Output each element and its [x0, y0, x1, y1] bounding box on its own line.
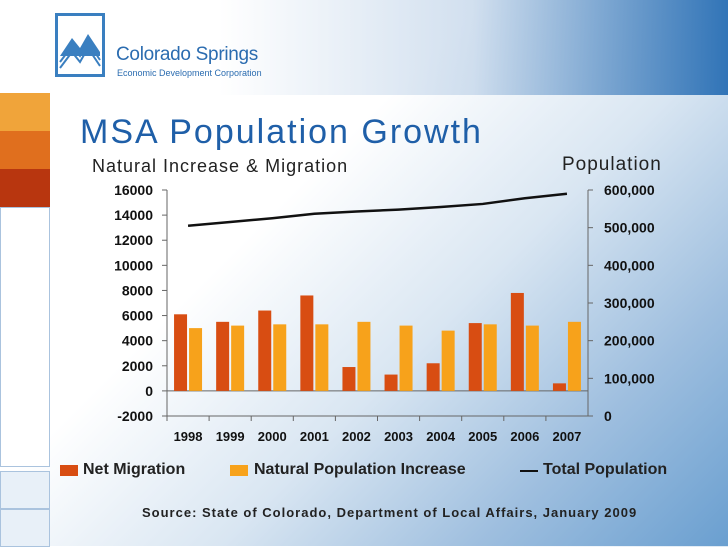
bar-natural-increase	[357, 321, 371, 391]
left-tick-label: 12000	[114, 232, 153, 248]
left-tick-label: -2000	[117, 408, 153, 424]
bar-net-migration	[300, 295, 314, 391]
logo-tagline: Economic Development Corporation	[117, 68, 262, 78]
bar-net-migration	[384, 374, 398, 391]
x-tick-label: 2007	[552, 429, 581, 444]
bar-net-migration	[342, 367, 356, 391]
x-tick-label: 2005	[468, 429, 497, 444]
left-tick-label: 6000	[122, 308, 153, 324]
bar-net-migration	[426, 363, 440, 391]
right-tick-label: 300,000	[604, 295, 655, 311]
bar-net-migration	[258, 310, 272, 391]
x-tick-label: 2001	[300, 429, 329, 444]
legend-total-population: Total Population	[543, 461, 668, 478]
left-tick-label: 14000	[114, 207, 153, 223]
bar-net-migration	[174, 314, 188, 391]
right-tick-label: 500,000	[604, 220, 655, 236]
bar-natural-increase	[231, 325, 245, 391]
left-tick-label: 0	[145, 383, 153, 399]
decor-square	[0, 131, 50, 169]
bar-net-migration	[468, 323, 482, 391]
bar-natural-increase	[189, 328, 203, 391]
bar-natural-increase	[483, 324, 497, 391]
left-tick-label: 10000	[114, 257, 153, 273]
legend-swatch-net-migration	[60, 465, 78, 476]
x-tick-label: 2000	[258, 429, 287, 444]
bar-natural-increase	[315, 324, 329, 391]
left-decor-column	[0, 0, 52, 547]
line-total-population	[187, 192, 568, 228]
left-tick-label: 16000	[114, 182, 153, 198]
bar-natural-increase	[441, 330, 455, 391]
left-tick-label: 8000	[122, 282, 153, 298]
left-tick-label: 2000	[122, 358, 153, 374]
right-tick-label: 200,000	[604, 333, 655, 349]
decor-square	[0, 93, 50, 131]
x-tick-label: 2002	[342, 429, 371, 444]
right-axis-title: Population	[562, 154, 662, 175]
x-tick-label: 2003	[384, 429, 413, 444]
mountain-icon	[59, 34, 101, 69]
legend-swatch-natural-increase	[230, 465, 248, 476]
x-tick-label: 2006	[510, 429, 539, 444]
right-tick-label: 400,000	[604, 257, 655, 273]
legend-natural-increase: Natural Population Increase	[254, 461, 466, 478]
x-tick-label: 1999	[216, 429, 245, 444]
right-tick-label: 600,000	[604, 182, 655, 198]
bar-natural-increase	[525, 325, 539, 391]
decor-square	[0, 169, 50, 207]
logo-mark	[55, 13, 105, 77]
bar-net-migration	[216, 321, 230, 391]
x-tick-label: 2004	[426, 429, 456, 444]
decor-square	[0, 471, 50, 509]
bar-natural-increase	[567, 321, 581, 391]
bar-net-migration	[510, 292, 524, 391]
bar-natural-increase	[399, 325, 413, 391]
left-tick-label: 4000	[122, 333, 153, 349]
logo-name: Colorado Springs	[116, 44, 259, 65]
x-tick-label: 1998	[174, 429, 203, 444]
slide-title: MSA Population Growth	[80, 113, 483, 151]
right-tick-label: 100,000	[604, 370, 655, 386]
decor-square	[0, 207, 50, 467]
legend-line-total-population	[520, 470, 538, 472]
right-tick-label: 0	[604, 408, 612, 424]
source-note: Source: State of Colorado, Department of…	[142, 505, 638, 520]
legend-net-migration: Net Migration	[83, 461, 186, 478]
header-band	[0, 0, 728, 95]
left-axis-title: Natural Increase & Migration	[92, 156, 349, 176]
bar-net-migration	[552, 383, 566, 391]
bar-natural-increase	[273, 324, 287, 391]
